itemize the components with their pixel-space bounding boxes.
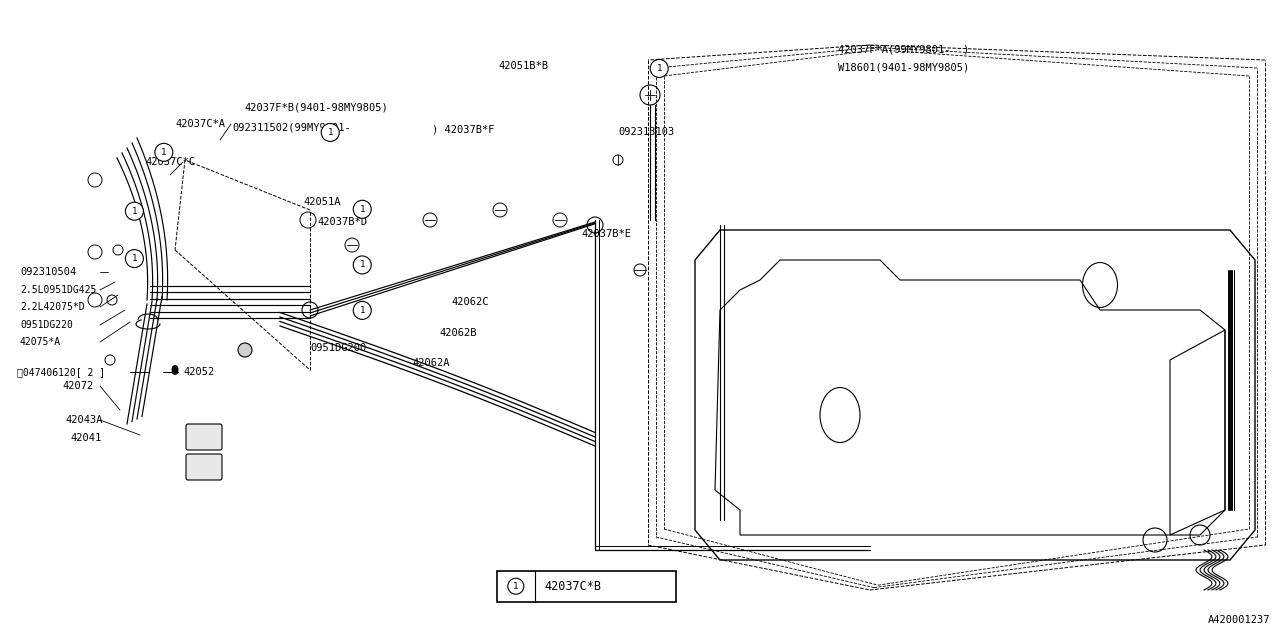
Text: 1: 1 <box>132 207 137 216</box>
Text: 42052: 42052 <box>183 367 214 377</box>
Text: 1: 1 <box>328 128 333 137</box>
Circle shape <box>125 250 143 268</box>
Text: 42051A: 42051A <box>303 197 340 207</box>
Text: 1: 1 <box>360 205 365 214</box>
Text: 42062C: 42062C <box>451 297 489 307</box>
Circle shape <box>353 200 371 218</box>
Text: 42062A: 42062A <box>412 358 449 368</box>
Circle shape <box>321 124 339 141</box>
Text: 42072: 42072 <box>61 381 93 391</box>
Circle shape <box>353 256 371 274</box>
Text: 42037C*A: 42037C*A <box>175 119 225 129</box>
Text: 42037B*E: 42037B*E <box>581 229 631 239</box>
Text: 42037B*D: 42037B*D <box>317 217 367 227</box>
Text: ) 42037B*F: ) 42037B*F <box>433 125 494 135</box>
Text: W18601(9401-98MY9805): W18601(9401-98MY9805) <box>838 62 969 72</box>
Text: 42043A: 42043A <box>65 415 102 425</box>
Text: Ⓢ047406120[ 2 ]: Ⓢ047406120[ 2 ] <box>17 367 105 377</box>
Circle shape <box>172 369 178 374</box>
Text: 42037C*B: 42037C*B <box>544 580 602 593</box>
Circle shape <box>353 301 371 319</box>
Text: 42037C*C: 42037C*C <box>145 157 195 167</box>
Text: 092313103: 092313103 <box>618 127 675 137</box>
Text: 42041: 42041 <box>70 433 101 443</box>
Text: 2.2L42075*D: 2.2L42075*D <box>20 302 84 312</box>
Text: 42051B*B: 42051B*B <box>498 61 548 71</box>
Circle shape <box>125 202 143 220</box>
Circle shape <box>172 365 178 371</box>
Text: 092311502(99MY9801-: 092311502(99MY9801- <box>232 122 351 132</box>
Text: 42075*A: 42075*A <box>20 337 61 347</box>
FancyBboxPatch shape <box>186 424 221 450</box>
Text: 1: 1 <box>513 582 518 591</box>
Circle shape <box>508 579 524 594</box>
Text: 0951DG200: 0951DG200 <box>310 343 366 353</box>
Text: 2.5L0951DG425: 2.5L0951DG425 <box>20 285 96 295</box>
Text: 1: 1 <box>360 260 365 269</box>
Text: 42037F*B(9401-98MY9805): 42037F*B(9401-98MY9805) <box>244 102 388 112</box>
Text: 1: 1 <box>657 64 662 73</box>
Text: 092310504: 092310504 <box>20 267 77 277</box>
Circle shape <box>650 60 668 77</box>
Text: 1: 1 <box>161 148 166 157</box>
Circle shape <box>172 367 178 373</box>
Text: 42037F*A(99MY9801-  ): 42037F*A(99MY9801- ) <box>838 45 969 55</box>
Text: 1: 1 <box>360 306 365 315</box>
Circle shape <box>238 343 252 357</box>
Text: 1: 1 <box>132 254 137 263</box>
FancyBboxPatch shape <box>186 454 221 480</box>
Text: 42062B: 42062B <box>439 328 476 338</box>
Circle shape <box>155 143 173 161</box>
Text: 0951DG220: 0951DG220 <box>20 320 73 330</box>
Text: A420001237: A420001237 <box>1207 615 1270 625</box>
